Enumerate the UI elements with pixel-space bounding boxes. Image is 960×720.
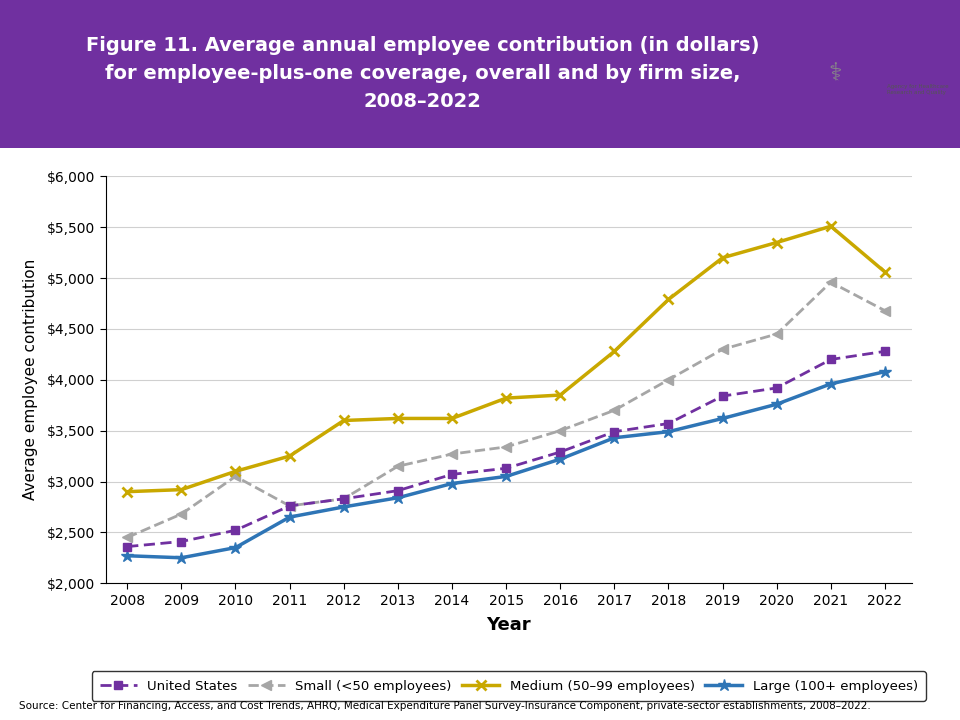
X-axis label: Year: Year xyxy=(487,616,531,634)
Text: AHRQ: AHRQ xyxy=(887,52,923,62)
Legend: United States, Small (<50 employees), Medium (50–99 employees), Large (100+ empl: United States, Small (<50 employees), Me… xyxy=(91,672,926,701)
Text: Figure 11. Average annual employee contribution (in dollars)
for employee-plus-o: Figure 11. Average annual employee contr… xyxy=(85,36,759,112)
Text: ⚕: ⚕ xyxy=(828,61,842,85)
Y-axis label: Average employee contribution: Average employee contribution xyxy=(23,259,38,500)
Text: Agency for Healthcare
Research and Quality: Agency for Healthcare Research and Quali… xyxy=(887,84,948,95)
Text: Source: Center for Financing, Access, and Cost Trends, AHRQ, Medical Expenditure: Source: Center for Financing, Access, an… xyxy=(19,701,871,711)
